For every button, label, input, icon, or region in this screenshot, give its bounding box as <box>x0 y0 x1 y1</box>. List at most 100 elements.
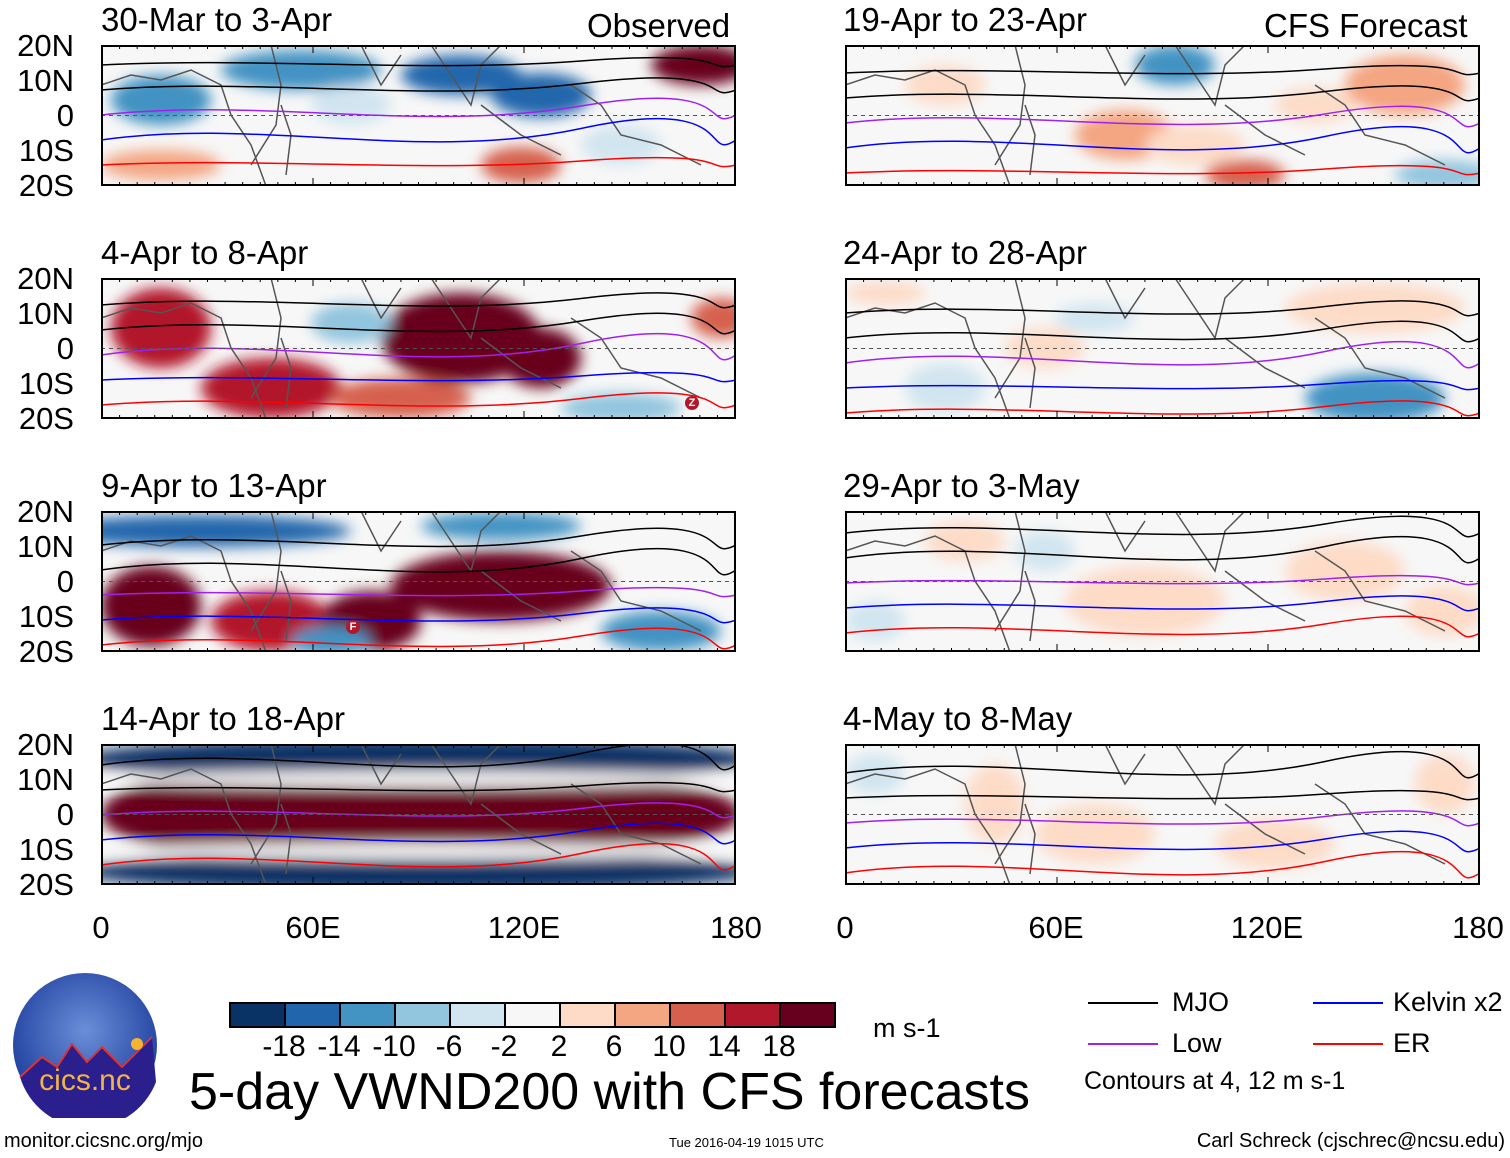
y-tick-label: 10S <box>18 832 74 867</box>
wind-anomaly-area <box>965 764 1025 844</box>
wind-anomaly-area <box>381 293 541 383</box>
coastline <box>101 278 702 419</box>
svg-text:cics.nc: cics.nc <box>39 1064 131 1097</box>
wind-anomaly-area <box>1215 819 1335 869</box>
contour-line <box>101 292 736 309</box>
colorbar-tick-label: -10 <box>372 1030 416 1063</box>
wind-anomaly-area <box>331 378 471 418</box>
y-tick-label: 10N <box>17 529 74 564</box>
forecast-map-panel <box>845 278 1480 419</box>
colorbar-tick-label: -18 <box>262 1030 306 1063</box>
colorbar-swatch <box>451 1004 506 1026</box>
contour-line <box>101 607 736 624</box>
observed-map-panel <box>101 744 736 885</box>
contour-line <box>845 789 1480 801</box>
footer-author: Carl Schreck (cjschrec@ncsu.edu) <box>1196 1130 1505 1152</box>
contour-line <box>845 300 1480 317</box>
contour-line <box>845 595 1480 612</box>
colorbar-tick-label: 18 <box>762 1030 796 1063</box>
y-tick-label: 20N <box>17 727 74 762</box>
wind-anomaly-area <box>1065 566 1225 636</box>
colorbar-tick-label: -2 <box>490 1030 518 1063</box>
y-tick-label: 10S <box>18 133 74 168</box>
colorbar-swatch <box>231 1004 286 1026</box>
colorbar-swatch <box>506 1004 561 1026</box>
legend-label-er: ER <box>1393 1028 1431 1058</box>
wind-anomaly-area <box>905 363 985 413</box>
y-tick-label: 10S <box>18 599 74 634</box>
contour-line <box>101 333 736 361</box>
contour-line <box>845 615 1480 638</box>
observed-map-panel <box>101 45 736 186</box>
contour-line <box>845 320 1480 343</box>
colorbar-tick-label: -6 <box>435 1030 463 1063</box>
contour-line <box>101 843 736 871</box>
y-tick-label: 0 <box>56 797 74 832</box>
forecast-map-panel <box>845 744 1480 885</box>
panel-title: 4-Apr to 8-Apr <box>101 234 309 271</box>
contour-line <box>101 822 736 845</box>
coastline <box>101 45 702 186</box>
wind-anomaly-area <box>311 85 391 125</box>
x-tick-label: 180 <box>1452 910 1504 945</box>
legend-line-mjo <box>1088 1002 1158 1004</box>
coastline <box>845 511 1446 652</box>
contour-line <box>845 126 1480 154</box>
contour-note: Contours at 4, 12 m s-1 <box>1084 1067 1346 1095</box>
contour-line <box>101 586 736 598</box>
wind-anomaly-area <box>1055 303 1135 333</box>
cics-logo: cics.nc <box>13 973 157 1118</box>
x-tick-label: 180 <box>710 910 762 945</box>
contour-line <box>845 851 1480 879</box>
panel-title: 24-Apr to 28-Apr <box>843 234 1087 271</box>
x-tick-label: 0 <box>836 910 854 945</box>
wind-anomaly-area <box>601 611 721 651</box>
y-tick-label: 20S <box>18 168 74 203</box>
colorbar-units: m s-1 <box>873 1013 941 1043</box>
contour-line <box>101 627 736 650</box>
colorbar-tick-label: 10 <box>652 1030 686 1063</box>
wind-anomaly-area <box>561 393 681 419</box>
wind-anomaly-area <box>421 512 581 540</box>
wind-anomaly-area <box>101 515 351 547</box>
wind-anomaly-area <box>1285 283 1465 333</box>
storm-marker: F <box>346 620 360 634</box>
contour-line <box>101 312 736 335</box>
observed-map-panel <box>101 278 736 419</box>
contour-line <box>101 802 736 819</box>
x-tick-label: 0 <box>92 910 110 945</box>
wind-anomaly-area <box>501 328 581 388</box>
y-tick-label: 20S <box>18 401 74 436</box>
panel-title: 19-Apr to 23-Apr <box>843 1 1087 38</box>
panel-title: 9-Apr to 13-Apr <box>101 467 327 504</box>
wind-anomaly-area <box>491 73 591 117</box>
wind-anomaly-area <box>1305 373 1445 419</box>
panel-title: 4-May to 8-May <box>843 700 1073 737</box>
colorbar-tick-label: 14 <box>707 1030 741 1063</box>
contour-line <box>845 830 1480 853</box>
wind-anomaly-area <box>101 150 221 180</box>
colorbar-swatch <box>341 1004 396 1026</box>
footer-timestamp: Tue 2016-04-19 1015 UTC <box>669 1135 824 1150</box>
colorbar <box>229 1002 836 1028</box>
legend-line-kelvin <box>1313 1002 1383 1004</box>
contour-line <box>845 400 1480 417</box>
y-tick-label: 20N <box>17 28 74 63</box>
panel-title: 29-Apr to 3-May <box>843 467 1080 504</box>
y-tick-label: 0 <box>56 331 74 366</box>
colorbar-swatch <box>396 1004 451 1026</box>
contour-line <box>845 574 1480 586</box>
contour-line <box>845 536 1480 564</box>
contour-line <box>101 56 736 68</box>
contour-line <box>101 156 736 168</box>
wind-anomaly-area <box>925 521 1005 561</box>
colorbar-swatch <box>616 1004 671 1026</box>
contour-line <box>101 97 736 120</box>
y-tick-label: 10N <box>17 63 74 98</box>
colorbar-tick-label: 6 <box>605 1030 623 1063</box>
footer-url[interactable]: monitor.cicsnc.org/mjo <box>4 1130 203 1152</box>
wind-anomaly-area <box>311 303 391 343</box>
contour-line <box>101 527 736 550</box>
contour-line <box>845 85 1480 102</box>
wind-anomaly-area <box>111 75 211 125</box>
